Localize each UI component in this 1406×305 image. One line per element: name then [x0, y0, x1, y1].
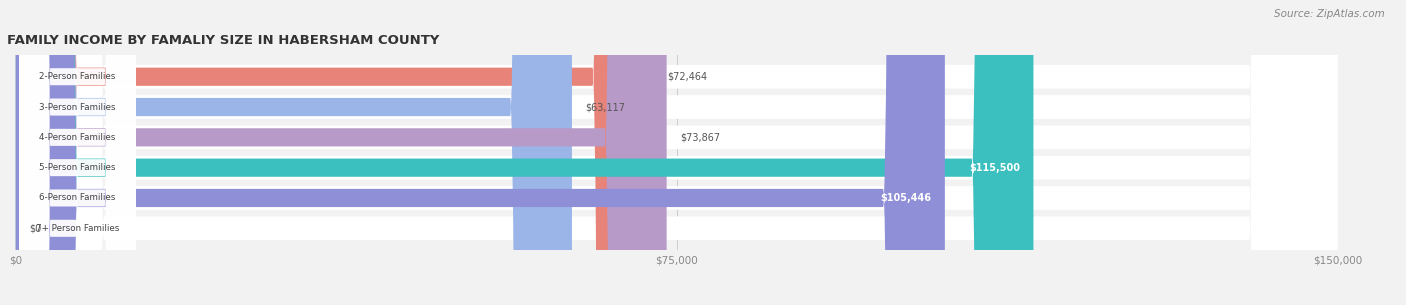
Text: 7+ Person Families: 7+ Person Families: [35, 224, 120, 233]
Text: 3-Person Families: 3-Person Families: [39, 102, 115, 112]
FancyBboxPatch shape: [20, 0, 135, 305]
Text: 6-Person Families: 6-Person Families: [39, 193, 115, 203]
Text: 5-Person Families: 5-Person Families: [39, 163, 115, 172]
Text: $63,117: $63,117: [585, 102, 626, 112]
FancyBboxPatch shape: [15, 0, 1337, 305]
FancyBboxPatch shape: [15, 0, 666, 305]
Text: $105,446: $105,446: [880, 193, 932, 203]
Text: $72,464: $72,464: [668, 72, 707, 82]
FancyBboxPatch shape: [20, 0, 135, 305]
FancyBboxPatch shape: [15, 0, 1337, 305]
FancyBboxPatch shape: [20, 0, 135, 305]
Text: $73,867: $73,867: [681, 132, 720, 142]
FancyBboxPatch shape: [15, 0, 1337, 305]
Text: 2-Person Families: 2-Person Families: [39, 72, 115, 81]
FancyBboxPatch shape: [15, 0, 654, 305]
FancyBboxPatch shape: [15, 0, 1337, 305]
Text: $115,500: $115,500: [969, 163, 1021, 173]
Text: 4-Person Families: 4-Person Families: [39, 133, 115, 142]
Text: $0: $0: [30, 223, 41, 233]
FancyBboxPatch shape: [15, 0, 1033, 305]
FancyBboxPatch shape: [15, 0, 945, 305]
Text: Source: ZipAtlas.com: Source: ZipAtlas.com: [1274, 9, 1385, 19]
FancyBboxPatch shape: [15, 0, 1337, 305]
FancyBboxPatch shape: [20, 0, 135, 305]
FancyBboxPatch shape: [20, 0, 135, 305]
FancyBboxPatch shape: [15, 0, 572, 305]
FancyBboxPatch shape: [20, 0, 135, 305]
FancyBboxPatch shape: [15, 0, 1337, 305]
Text: FAMILY INCOME BY FAMALIY SIZE IN HABERSHAM COUNTY: FAMILY INCOME BY FAMALIY SIZE IN HABERSH…: [7, 34, 440, 47]
